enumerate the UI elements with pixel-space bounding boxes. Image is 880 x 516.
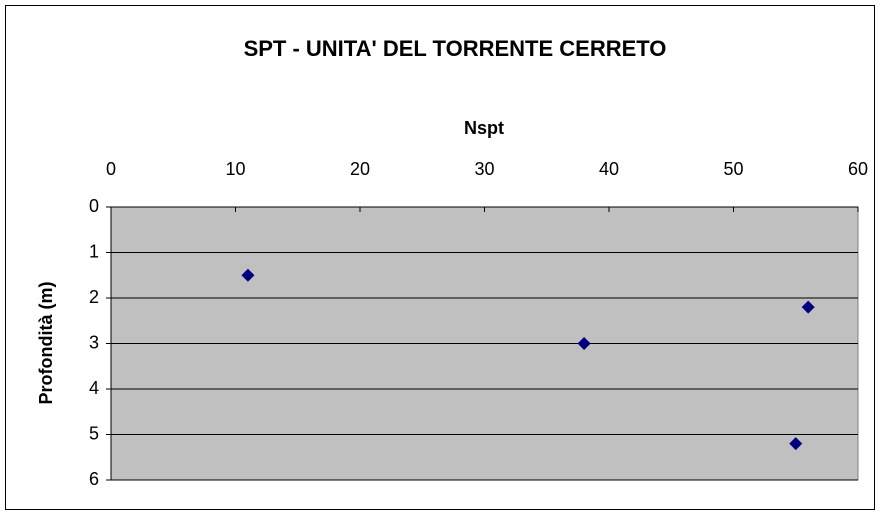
y-tick-label: 1 [89,241,99,261]
data-point [241,268,255,282]
y-tick-label: 4 [89,378,99,398]
x-tick-label: 50 [723,159,743,179]
data-point [789,437,803,451]
y-tick-label: 0 [89,196,99,216]
y-tick-label: 3 [89,332,99,352]
x-tick-label: 10 [225,159,245,179]
y-tick-label: 2 [89,287,99,307]
x-tick-label: 20 [350,159,370,179]
x-tick-label: 60 [848,159,868,179]
x-tick-label: 0 [106,159,116,179]
x-axis-label: Nspt [464,118,504,138]
y-tick-label: 5 [89,423,99,443]
data-point [801,300,815,314]
y-tick-label: 6 [89,469,99,489]
data-point [577,337,591,350]
chart-title: SPT - UNITA' DEL TORRENTE CERRETO [244,36,667,61]
y-axis-label: Profondità (m) [36,282,56,405]
x-tick-label: 40 [599,159,619,179]
x-tick-label: 30 [474,159,494,179]
